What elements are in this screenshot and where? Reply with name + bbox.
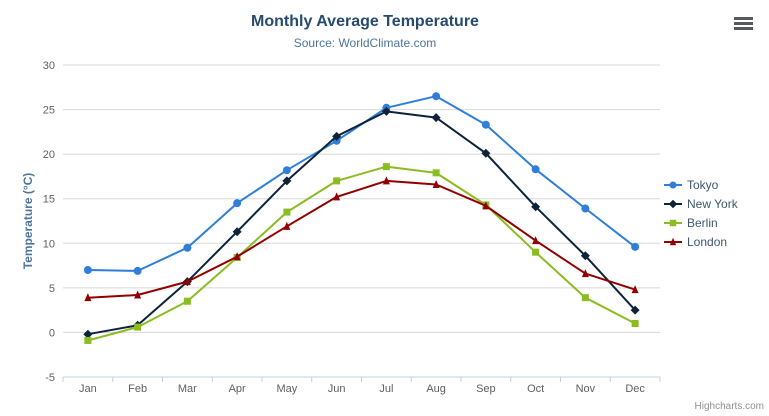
series-marker-berlin[interactable]: [581, 294, 589, 302]
x-axis-label: May: [276, 383, 297, 395]
series-marker-berlin[interactable]: [382, 163, 390, 171]
series-marker-berlin[interactable]: [134, 323, 142, 331]
chart-subtitle: Source: WorldClimate.com: [293, 36, 437, 50]
y-axis-label: 15: [43, 194, 55, 206]
x-axis-label: Jul: [379, 383, 393, 395]
series-marker-london[interactable]: [382, 176, 390, 185]
legend-marker-london[interactable]: [669, 237, 677, 245]
x-axis-label: Jun: [328, 383, 346, 395]
series-marker-new-york[interactable]: [630, 305, 640, 315]
legend-marker-tokyo[interactable]: [669, 181, 677, 188]
series-marker-london[interactable]: [84, 293, 92, 302]
series-marker-new-york[interactable]: [531, 202, 541, 212]
y-axis-label: 10: [43, 238, 55, 250]
legend-label-berlin: Berlin: [687, 215, 718, 230]
y-axis-label: 20: [43, 149, 55, 161]
x-axis-label: Feb: [128, 383, 147, 395]
x-axis-label: Sep: [476, 383, 496, 395]
export-menu-button[interactable]: [731, 12, 757, 34]
series-marker-tokyo[interactable]: [481, 120, 490, 129]
chart-title: Monthly Average Temperature: [251, 13, 479, 30]
series-marker-london[interactable]: [134, 290, 142, 299]
series-marker-new-york[interactable]: [332, 131, 342, 141]
legend-marker-berlin[interactable]: [669, 219, 677, 226]
legend-symbol-new-york: [664, 199, 682, 208]
series-marker-berlin[interactable]: [532, 248, 540, 256]
series-marker-berlin[interactable]: [432, 169, 440, 177]
series-marker-london[interactable]: [333, 192, 341, 201]
series-marker-london[interactable]: [482, 201, 490, 210]
series-marker-tokyo[interactable]: [133, 266, 142, 275]
legend-symbol-berlin: [664, 219, 682, 226]
x-axis-label: Oct: [527, 383, 544, 395]
series-marker-new-york[interactable]: [481, 148, 491, 158]
series-line-london[interactable]: [86, 179, 637, 299]
series-marker-berlin[interactable]: [183, 297, 191, 305]
legend-label-new-york: New York: [687, 196, 738, 211]
y-axis-label: 25: [43, 105, 55, 117]
series-marker-tokyo[interactable]: [83, 266, 92, 275]
series-marker-berlin[interactable]: [84, 336, 92, 344]
legend-symbol-tokyo: [664, 181, 682, 188]
series-marker-tokyo[interactable]: [531, 165, 540, 174]
legend-item-tokyo[interactable]: Tokyo: [664, 175, 738, 194]
series-line-new-york[interactable]: [86, 110, 637, 336]
series-marker-berlin[interactable]: [631, 320, 639, 328]
y-axis-label: -5: [45, 372, 55, 384]
series-line-berlin[interactable]: [86, 165, 637, 342]
series-marker-tokyo[interactable]: [581, 204, 590, 213]
legend-item-london[interactable]: London: [664, 232, 738, 251]
series-marker-london[interactable]: [283, 221, 291, 230]
highcharts-credits-link[interactable]: Highcharts.com: [694, 401, 764, 412]
legend-item-berlin[interactable]: Berlin: [664, 213, 738, 232]
legend-marker-new-york[interactable]: [668, 199, 678, 208]
legend: Tokyo New York Berlin London: [664, 175, 738, 251]
series-marker-london[interactable]: [432, 179, 440, 188]
x-axis-label: Jan: [79, 383, 97, 395]
legend-symbol-london: [664, 237, 682, 245]
series-marker-tokyo[interactable]: [432, 92, 441, 101]
legend-label-london: London: [687, 234, 728, 249]
y-axis-label: 0: [49, 327, 55, 339]
series-marker-london[interactable]: [631, 285, 639, 294]
series-marker-tokyo[interactable]: [183, 243, 192, 252]
series-marker-london[interactable]: [532, 236, 540, 245]
series-marker-london[interactable]: [183, 277, 191, 286]
x-axis-label: Dec: [625, 383, 645, 395]
legend-label-tokyo: Tokyo: [687, 177, 719, 192]
series-marker-tokyo[interactable]: [282, 166, 291, 175]
series-marker-london[interactable]: [233, 252, 241, 261]
series-marker-new-york[interactable]: [83, 329, 93, 339]
x-axis-label: Aug: [426, 383, 446, 395]
series-marker-london[interactable]: [581, 269, 589, 278]
y-axis-label: 30: [43, 60, 55, 72]
series-marker-new-york[interactable]: [580, 251, 590, 261]
x-axis-label: Nov: [576, 383, 596, 395]
y-axis-title: Temperature (°C): [21, 173, 35, 270]
y-axis-label: 5: [49, 283, 55, 295]
series-line-tokyo[interactable]: [86, 95, 637, 272]
hamburger-icon: [734, 16, 754, 30]
series-marker-tokyo[interactable]: [631, 242, 640, 251]
legend-item-new-york[interactable]: New York: [664, 194, 738, 213]
series-marker-berlin[interactable]: [333, 177, 341, 185]
series-marker-new-york[interactable]: [431, 113, 441, 123]
series-marker-new-york[interactable]: [282, 176, 292, 186]
series-marker-tokyo[interactable]: [233, 199, 242, 208]
series-marker-new-york[interactable]: [232, 227, 242, 237]
series-marker-berlin[interactable]: [283, 208, 291, 216]
x-axis-label: Mar: [178, 383, 197, 395]
x-axis-label: Apr: [229, 383, 246, 395]
series-marker-new-york[interactable]: [381, 106, 391, 116]
